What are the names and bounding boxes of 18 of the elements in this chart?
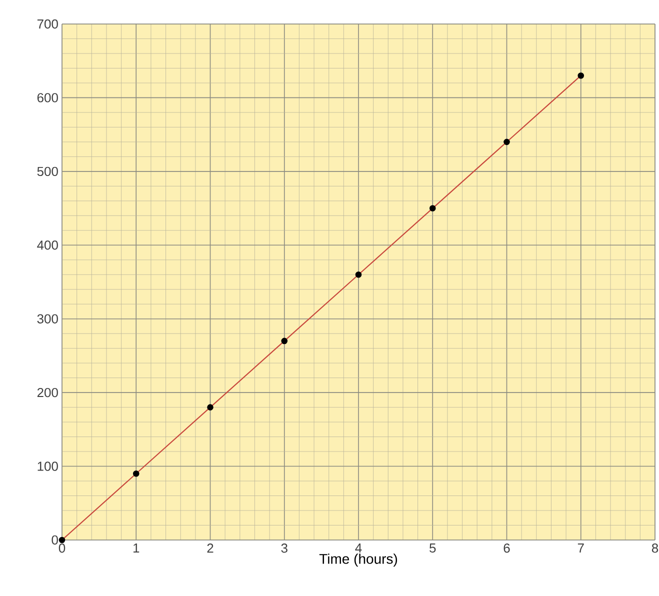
x-tick-label: 3 (281, 544, 288, 553)
y-tick-label: 0 (52, 535, 58, 545)
x-tick-label: 4 (355, 544, 362, 552)
y-tick-label: 300 (37, 314, 58, 324)
x-axis-title: Time (hours) (319, 554, 398, 567)
x-tick-label: 8 (652, 544, 658, 553)
x-tick-label: 6 (504, 544, 510, 553)
y-tick-label: 400 (37, 240, 58, 250)
y-tick-label: 100 (38, 462, 58, 471)
y-tick-label: 700 (37, 19, 58, 29)
x-tick-label: 0 (58, 544, 66, 553)
x-tick-label: 7 (578, 544, 584, 552)
y-tick-label: 600 (37, 93, 58, 102)
x-tick-label: 2 (207, 544, 214, 553)
y-tick-label: 500 (37, 166, 58, 176)
x-tick-label: 5 (430, 544, 436, 553)
x-tick-label: 1 (134, 544, 140, 552)
y-tick-label: 200 (37, 388, 58, 398)
